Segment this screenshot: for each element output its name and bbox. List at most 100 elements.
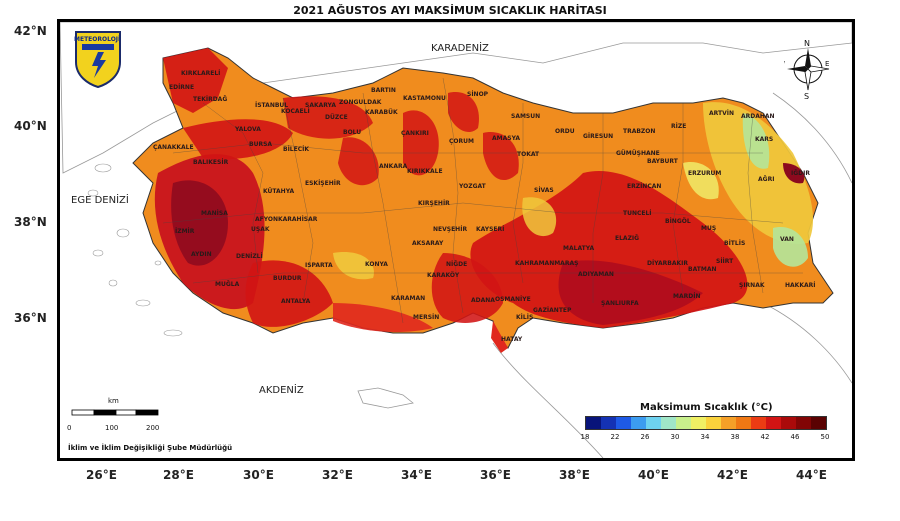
svg-text:KOCAELİ: KOCAELİ <box>281 108 310 115</box>
legend-swatch-4 <box>646 417 661 429</box>
svg-text:KAYSERİ: KAYSERİ <box>476 226 504 233</box>
svg-text:ORDU: ORDU <box>555 128 575 135</box>
scale-tick-100: 100 <box>105 424 119 432</box>
scale-tick-200: 200 <box>146 424 160 432</box>
svg-text:SİNOP: SİNOP <box>467 91 489 98</box>
legend-swatch-15 <box>811 417 826 429</box>
lon-label-44: 44°E <box>796 468 827 482</box>
svg-text:AMASYA: AMASYA <box>492 135 520 142</box>
svg-text:İZMİR: İZMİR <box>175 228 195 235</box>
lon-label-30: 30°E <box>243 468 274 482</box>
svg-text:ERZURUM: ERZURUM <box>688 170 721 177</box>
svg-text:KİLİS: KİLİS <box>516 314 533 321</box>
svg-text:MANİSA: MANİSA <box>201 210 228 217</box>
legend-swatch-2 <box>616 417 631 429</box>
svg-text:HATAY: HATAY <box>501 336 523 343</box>
scale-tick-0: 0 <box>67 424 72 432</box>
lon-label-42: 42°E <box>717 468 748 482</box>
legend-swatch-0 <box>586 417 601 429</box>
lon-label-32: 32°E <box>322 468 353 482</box>
legend-tick-label: 22 <box>610 433 620 441</box>
svg-text:VAN: VAN <box>780 236 794 243</box>
svg-text:KONYA: KONYA <box>365 261 388 268</box>
legend-swatch-9 <box>721 417 736 429</box>
compass-w: W <box>784 60 785 68</box>
svg-text:SAMSUN: SAMSUN <box>511 113 540 120</box>
svg-text:ADIYAMAN: ADIYAMAN <box>578 271 614 278</box>
legend-swatch-1 <box>601 417 616 429</box>
svg-text:ÇANKIRI: ÇANKIRI <box>401 130 429 137</box>
svg-text:KARAMAN: KARAMAN <box>391 295 425 302</box>
svg-text:GİRESUN: GİRESUN <box>583 133 613 140</box>
svg-text:ANKARA: ANKARA <box>379 163 408 170</box>
legend-swatch-11 <box>751 417 766 429</box>
svg-text:SİVAS: SİVAS <box>534 187 554 194</box>
svg-text:HAKKARİ: HAKKARİ <box>785 282 815 289</box>
svg-text:SAKARYA: SAKARYA <box>305 102 336 109</box>
legend-tick-label: 30 <box>670 433 680 441</box>
legend-title: Maksimum Sıcaklık (°C) <box>640 402 773 413</box>
legend-tick-label: 34 <box>700 433 710 441</box>
compass-rose-icon: N S E W <box>784 39 829 100</box>
svg-text:SİİRT: SİİRT <box>716 258 734 265</box>
svg-text:ANTALYA: ANTALYA <box>281 298 311 305</box>
svg-text:TEKİRDAĞ: TEKİRDAĞ <box>193 96 227 103</box>
svg-text:KÜTAHYA: KÜTAHYA <box>263 188 294 195</box>
svg-text:KARS: KARS <box>755 136 773 143</box>
svg-text:ERZİNCAN: ERZİNCAN <box>627 183 661 190</box>
map-frame: KIRKLARELİ EDİRNE TEKİRDAĞ İSTANBUL KOCA… <box>57 19 855 461</box>
legend-swatch-14 <box>796 417 811 429</box>
svg-text:AYDIN: AYDIN <box>191 251 212 258</box>
svg-text:ARDAHAN: ARDAHAN <box>741 113 775 120</box>
svg-text:EDİRNE: EDİRNE <box>169 84 194 91</box>
lon-label-40: 40°E <box>638 468 669 482</box>
svg-text:YALOVA: YALOVA <box>234 126 261 133</box>
svg-text:AFYONKARAHİSAR: AFYONKARAHİSAR <box>255 216 318 223</box>
svg-text:ELAZIĞ: ELAZIĞ <box>615 235 639 242</box>
svg-text:BİNGÖL: BİNGÖL <box>665 218 691 225</box>
compass-s: S <box>804 92 809 100</box>
svg-text:DENİZLİ: DENİZLİ <box>236 253 263 260</box>
svg-text:GAZİANTEP: GAZİANTEP <box>533 307 572 314</box>
province-labels: KIRKLARELİ EDİRNE TEKİRDAĞ İSTANBUL KOCA… <box>153 70 815 343</box>
svg-text:BİTLİS: BİTLİS <box>724 240 745 247</box>
svg-text:ÇORUM: ÇORUM <box>449 138 474 145</box>
province-borders <box>162 77 803 324</box>
svg-text:BOLU: BOLU <box>343 129 361 136</box>
svg-text:ŞIRNAK: ŞIRNAK <box>739 282 765 289</box>
lon-label-36: 36°E <box>480 468 511 482</box>
border-caucasus <box>772 92 852 184</box>
svg-text:MERSİN: MERSİN <box>413 314 439 321</box>
svg-text:İSTANBUL: İSTANBUL <box>255 102 288 109</box>
legend-swatch-7 <box>691 417 706 429</box>
svg-text:BALIKESİR: BALIKESİR <box>193 159 229 166</box>
lat-label-36: 36°N <box>14 311 47 325</box>
svg-text:DİYARBAKIR: DİYARBAKIR <box>647 260 688 267</box>
lat-label-40: 40°N <box>14 119 47 133</box>
legend-swatch-8 <box>706 417 721 429</box>
svg-text:ESKİŞEHİR: ESKİŞEHİR <box>305 180 341 187</box>
svg-text:BİLECİK: BİLECİK <box>283 146 309 153</box>
svg-text:KIRIKKALE: KIRIKKALE <box>407 168 443 175</box>
svg-text:ÇANAKKALE: ÇANAKKALE <box>153 144 194 151</box>
legend-tick-label: 42 <box>760 433 770 441</box>
svg-text:BARTIN: BARTIN <box>371 87 396 94</box>
svg-text:IĞDIR: IĞDIR <box>791 170 810 177</box>
coastline-levant <box>492 342 604 458</box>
legend-tick-label: 26 <box>640 433 650 441</box>
svg-text:KARAKÖY: KARAKÖY <box>427 272 460 279</box>
lon-label-34: 34°E <box>401 468 432 482</box>
sea-label-black: KARADENİZ <box>431 41 489 54</box>
svg-text:RİZE: RİZE <box>671 123 686 130</box>
compass-n: N <box>804 39 810 48</box>
meteoroloji-logo <box>75 31 121 88</box>
legend-swatch-12 <box>766 417 781 429</box>
svg-text:AKSARAY: AKSARAY <box>412 240 444 247</box>
svg-text:ADANA: ADANA <box>471 297 495 304</box>
svg-text:NİĞDE: NİĞDE <box>446 261 467 268</box>
legend-swatch-10 <box>736 417 751 429</box>
svg-text:MALATYA: MALATYA <box>563 245 594 252</box>
sea-label-mediterranean: AKDENİZ <box>259 383 304 396</box>
legend-swatch-6 <box>676 417 691 429</box>
svg-text:TRABZON: TRABZON <box>623 128 655 135</box>
